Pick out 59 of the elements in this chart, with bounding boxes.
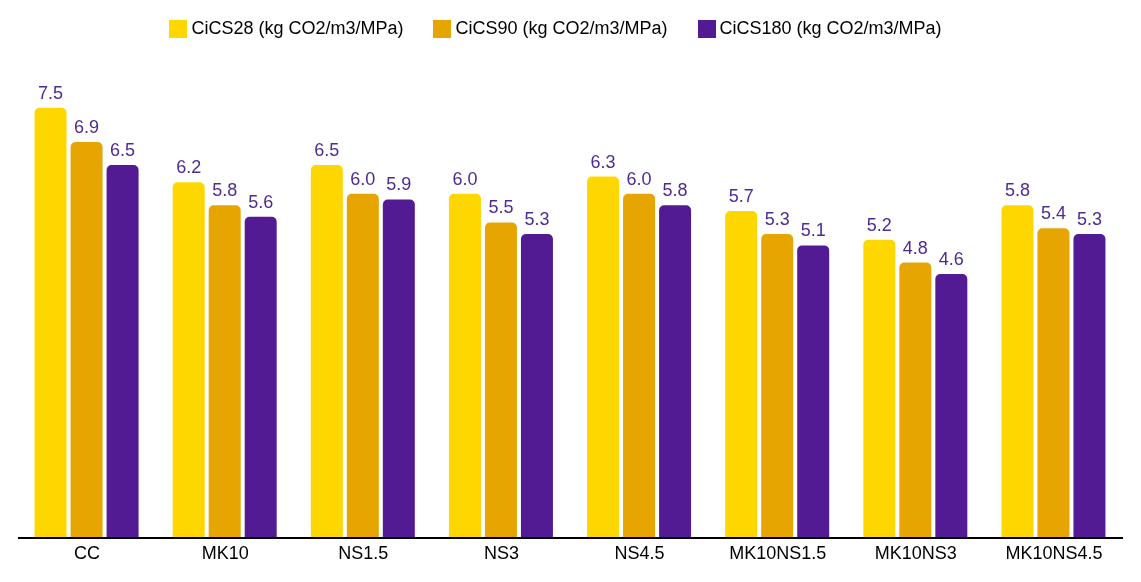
x-tick-label: CC <box>74 542 101 563</box>
x-tick-label: MK10NS1.5 <box>729 542 827 563</box>
data-label: 5.8 <box>662 180 688 201</box>
bar <box>520 233 553 538</box>
bar <box>346 193 379 538</box>
bar <box>1001 205 1034 538</box>
bar <box>899 262 932 538</box>
data-label: 5.8 <box>1004 180 1030 201</box>
bar <box>623 193 656 538</box>
bar <box>863 239 896 538</box>
legend-label: CiCS28 (kg CO2/m3/MPa) <box>191 18 404 38</box>
data-label: 7.5 <box>38 82 64 103</box>
data-label: 6.2 <box>176 157 202 178</box>
data-label: 6.9 <box>74 117 100 138</box>
data-label: 5.7 <box>728 185 754 206</box>
x-tick-label: MK10 <box>201 542 249 563</box>
data-label: 5.2 <box>866 214 892 235</box>
data-label: 6.3 <box>590 151 616 172</box>
data-label: 6.0 <box>452 168 478 189</box>
x-tick-label: MK10NS3 <box>874 542 957 563</box>
data-label: 6.0 <box>626 168 652 189</box>
data-label: 5.5 <box>488 197 514 218</box>
bar <box>382 199 415 538</box>
data-label: 5.3 <box>1076 208 1102 229</box>
data-label: 6.0 <box>350 168 376 189</box>
bar <box>1073 233 1106 538</box>
bar <box>172 182 205 538</box>
bar <box>208 205 241 538</box>
data-label: 6.5 <box>314 140 340 161</box>
bar <box>244 216 277 538</box>
data-label: 4.8 <box>902 237 928 258</box>
bar <box>659 205 692 538</box>
data-label: 6.5 <box>110 140 136 161</box>
x-tick-label: MK10NS4.5 <box>1005 542 1103 563</box>
x-tick-label: NS3 <box>483 542 519 563</box>
data-label: 5.3 <box>764 208 790 229</box>
bar <box>725 210 758 538</box>
data-label: 5.9 <box>386 174 412 195</box>
data-label: 5.3 <box>524 208 550 229</box>
data-label: 5.6 <box>248 191 274 212</box>
bar <box>935 274 968 538</box>
bar <box>797 245 830 538</box>
bar <box>106 165 139 538</box>
bar <box>761 233 794 538</box>
legend-label: CiCS180 (kg CO2/m3/MPa) <box>719 18 942 38</box>
bar <box>448 193 481 538</box>
data-label: 4.6 <box>938 249 964 270</box>
x-tick-label: NS4.5 <box>614 542 665 563</box>
data-label: 5.8 <box>212 180 238 201</box>
bar <box>587 176 620 538</box>
bar <box>484 222 517 538</box>
data-label: 5.1 <box>800 220 826 241</box>
data-label: 5.4 <box>1040 203 1066 224</box>
x-tick-label: NS1.5 <box>338 542 389 563</box>
bar <box>34 107 67 538</box>
bar <box>1037 228 1070 538</box>
bar <box>70 142 103 538</box>
legend-label: CiCS90 (kg CO2/m3/MPa) <box>455 18 668 38</box>
bar <box>310 165 343 538</box>
